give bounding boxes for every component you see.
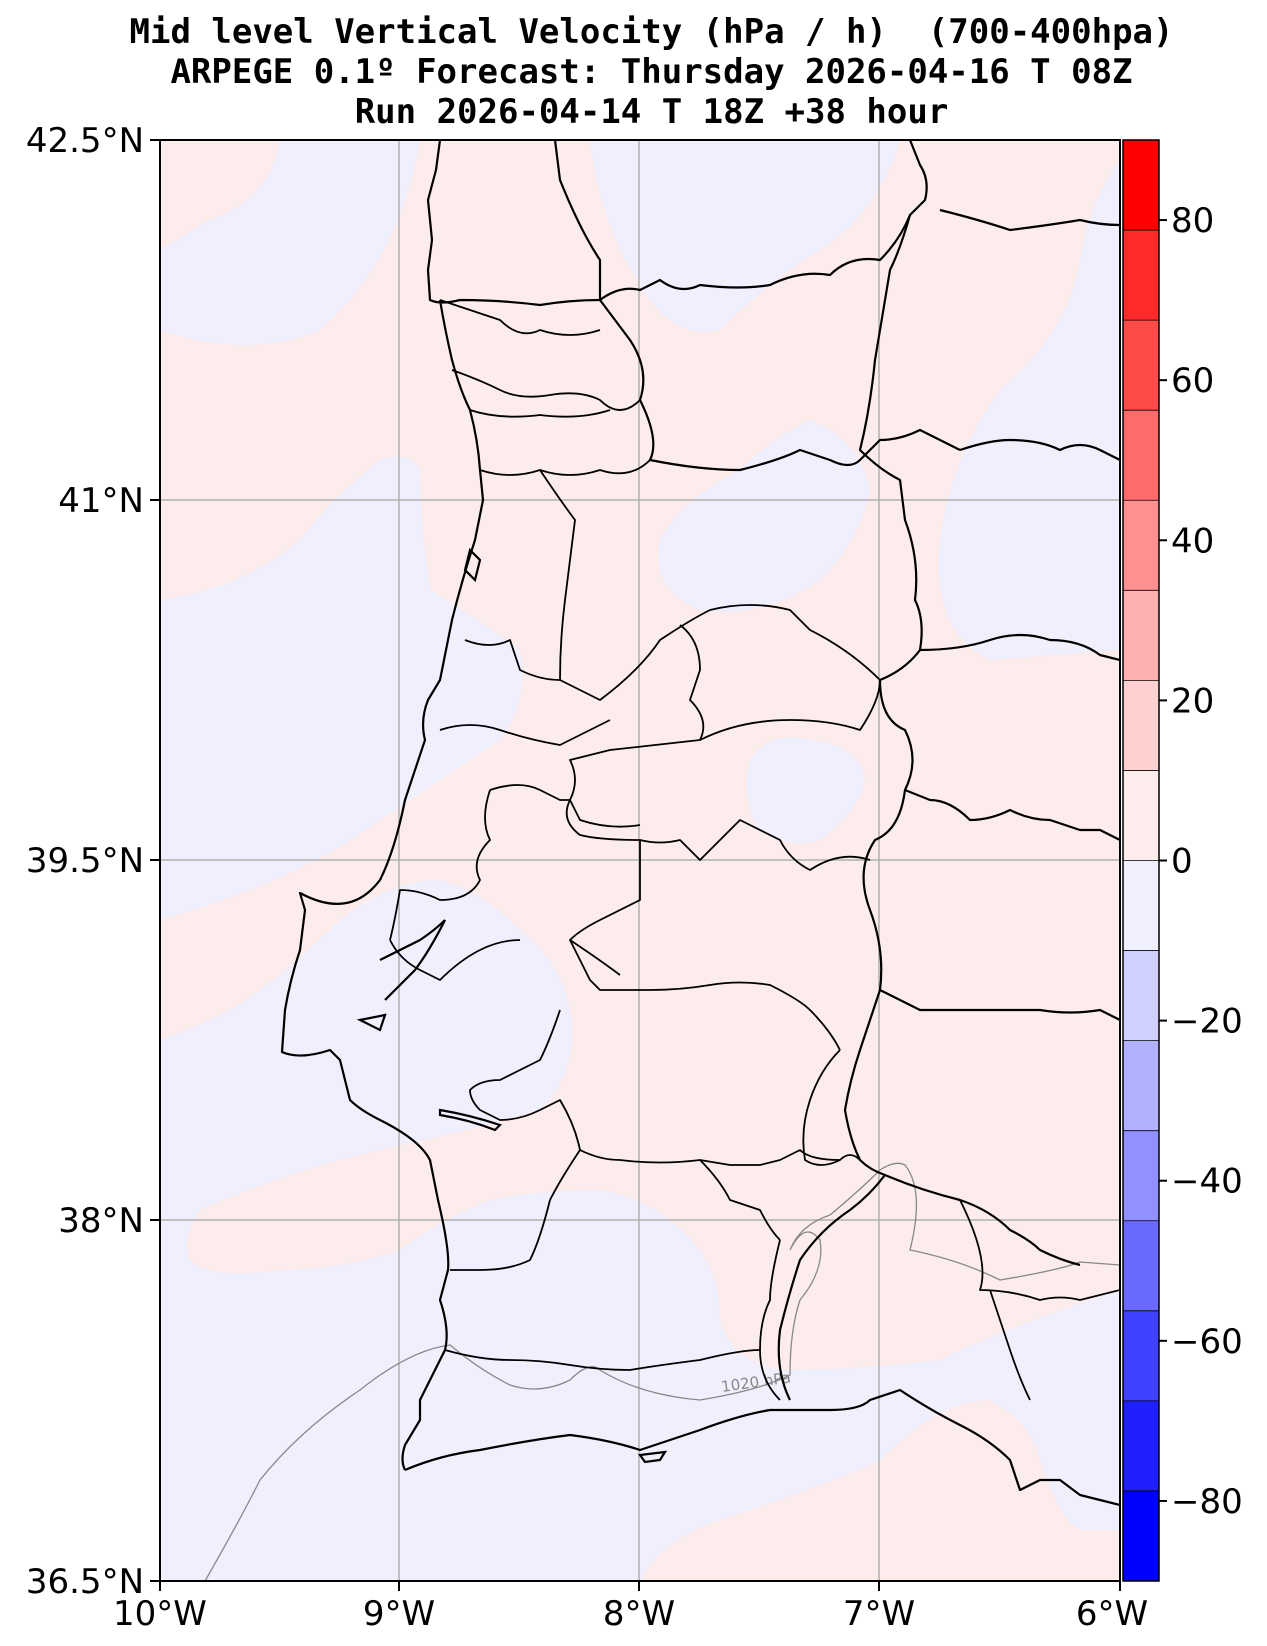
graticule	[160, 140, 1120, 1581]
border-south-spain	[884, 1173, 1081, 1267]
chart-title-line-3: Run 2026-04-14 T 18Z +38 hour	[354, 92, 949, 132]
colorbar-ticks: 80 60 40 20 0 −20 −40 −60 −80	[1159, 201, 1243, 1522]
colorbar-segment	[1123, 1040, 1159, 1131]
border-spain-portugal-guadiana	[777, 1174, 886, 1401]
estuaries	[356, 547, 668, 1464]
lat-label: 41°N	[58, 481, 144, 521]
colorbar-segment	[1123, 500, 1159, 591]
colorbar-tick-label: 80	[1171, 201, 1214, 241]
lat-label: 36.5°N	[26, 1562, 144, 1602]
colorbar-segment	[1123, 1130, 1159, 1221]
colorbar-segment	[1123, 230, 1159, 321]
lon-label: 7°W	[843, 1594, 915, 1634]
lat-label: 39.5°N	[26, 841, 144, 881]
colorbar	[1122, 139, 1160, 1582]
chart-title-line-2: ARPEGE 0.1º Forecast: Thursday 2026-04-1…	[170, 52, 1133, 92]
chart-title-line-1: Mid level Vertical Velocity (hPa / h) (7…	[129, 12, 1174, 52]
colorbar-segment	[1123, 860, 1159, 951]
border-east-3	[879, 989, 1120, 1021]
colorbar-tick-label: 20	[1171, 681, 1214, 721]
coastline-south	[404, 1388, 1120, 1507]
colorbar-segment	[1123, 1220, 1159, 1311]
colorbar-segment	[1123, 320, 1159, 411]
colorbar-tick-label: 40	[1171, 521, 1214, 561]
border-extremadura-east	[904, 788, 1120, 841]
lon-label: 6°W	[1076, 1594, 1148, 1634]
colorbar-tick-label: −60	[1171, 1322, 1243, 1362]
colorbar-tick-label: 60	[1171, 361, 1214, 401]
colorbar-tick-label: −20	[1171, 1002, 1243, 1042]
colorbar-segment	[1123, 1400, 1159, 1491]
colorbar-tick-label: −80	[1171, 1482, 1243, 1522]
lat-label: 42.5°N	[26, 121, 144, 161]
border-extremadura-north	[919, 633, 1120, 662]
colorbar-segment	[1123, 680, 1159, 771]
colorbar-segment	[1123, 590, 1159, 681]
colorbar-segment	[1123, 950, 1159, 1041]
map-panel: 1020 hPa	[160, 140, 1120, 1581]
colorbar-segment	[1123, 770, 1159, 861]
lon-labels: 10°W 9°W 8°W 7°W 6°W	[113, 1594, 1148, 1634]
lat-label: 38°N	[58, 1201, 144, 1241]
lon-label: 8°W	[603, 1594, 675, 1634]
colorbar-segment	[1123, 140, 1159, 231]
colorbar-segment	[1123, 1490, 1159, 1581]
lon-label: 9°W	[363, 1594, 435, 1634]
colorbar-segment	[1123, 410, 1159, 501]
border-spain-portugal-east	[843, 214, 923, 1177]
lat-labels: 42.5°N 41°N 39.5°N 38°N 36.5°N	[26, 121, 144, 1602]
coastline-west	[280, 140, 602, 1471]
axis-ticks	[150, 139, 1121, 1591]
border-east-1	[959, 438, 1120, 461]
border-northeast	[939, 208, 1120, 232]
district-boundaries	[389, 299, 1120, 1401]
colorbar-segment	[1123, 1310, 1159, 1401]
colorbar-tick-label: 0	[1171, 842, 1193, 882]
lon-label: 10°W	[113, 1594, 207, 1634]
colorbar-tick-label: −40	[1171, 1162, 1243, 1202]
